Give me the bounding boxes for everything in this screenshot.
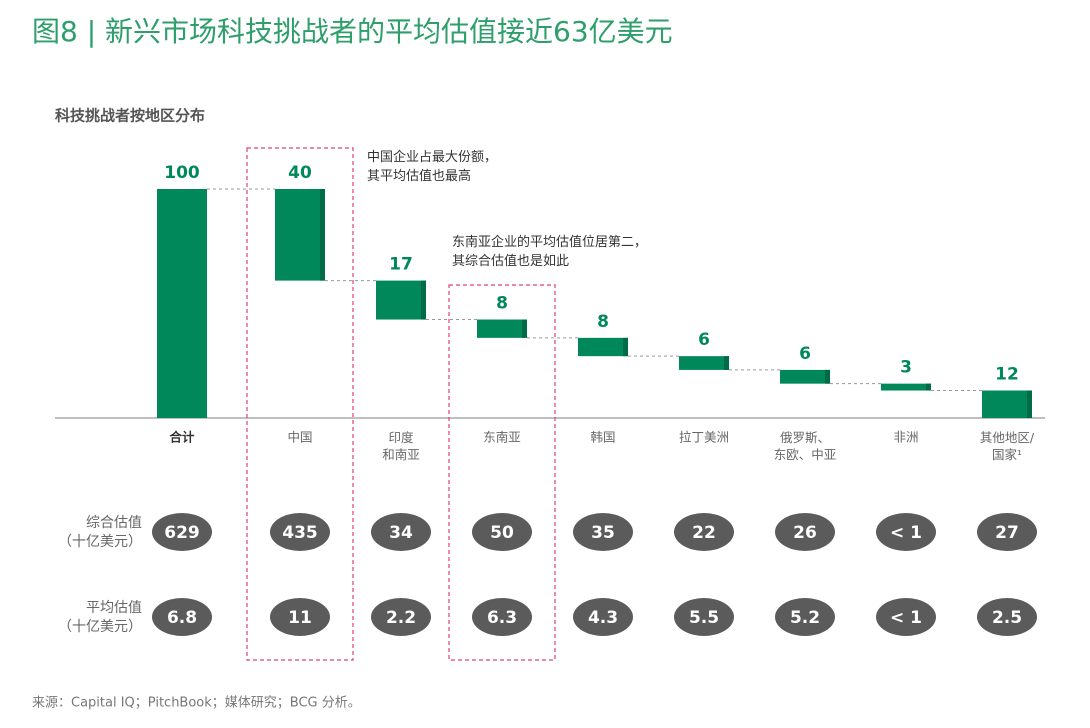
value-pill — [270, 513, 330, 551]
value-label: 40 — [288, 163, 312, 183]
value-label: 12 — [995, 365, 1019, 385]
value-pill — [775, 598, 835, 636]
value-label: 100 — [164, 163, 200, 183]
bar-shade — [421, 280, 426, 320]
x-tick-label: 东南亚 — [483, 430, 521, 445]
bar — [275, 189, 325, 281]
bar — [477, 319, 527, 338]
value-pill — [472, 598, 532, 636]
value-pill — [674, 513, 734, 551]
value-pill — [270, 598, 330, 636]
table-value: 34 — [389, 523, 413, 543]
bar-shade — [825, 369, 830, 384]
value-pill — [152, 598, 212, 636]
x-tick-label: 非洲 — [893, 430, 918, 445]
value-label: 17 — [389, 255, 413, 275]
table-value: 35 — [591, 523, 615, 543]
value-pill — [977, 598, 1037, 636]
value-pill — [977, 513, 1037, 551]
bar — [881, 383, 931, 391]
bar — [982, 390, 1032, 418]
bar-shade — [926, 383, 931, 391]
table-value: 435 — [282, 523, 318, 543]
chart-title: 图8 | 新兴市场科技挑战者的平均估值接近63亿美元 — [32, 15, 673, 48]
annotation: 东南亚企业的平均估值位居第二，其综合估值也是如此 — [452, 234, 647, 269]
x-tick-label: 韩国 — [590, 430, 615, 445]
table-value: 4.3 — [588, 608, 618, 628]
annotation: 中国企业占最大份额，其平均估值也最高 — [367, 149, 497, 184]
value-pill — [472, 513, 532, 551]
table-value: 2.2 — [386, 608, 416, 628]
value-label: 8 — [496, 294, 508, 314]
source: 来源：Capital IQ；PitchBook；媒体研究；BCG 分析。 — [32, 696, 361, 711]
bar-shade — [623, 337, 628, 357]
row-label: 平均估值（十亿美元） — [58, 600, 142, 635]
table-value: 22 — [692, 523, 716, 543]
chart-subtitle: 科技挑战者按地区分布 — [55, 107, 205, 125]
bar-shade — [1027, 390, 1032, 418]
bar — [157, 189, 207, 418]
table-value: 6.8 — [167, 608, 197, 628]
bar-shade — [724, 356, 729, 370]
row-label: 综合估值（十亿美元） — [58, 515, 142, 550]
table-value: 26 — [793, 523, 817, 543]
value-pill — [371, 598, 431, 636]
value-pill — [573, 598, 633, 636]
table-value: 629 — [164, 523, 200, 543]
table-value: 5.2 — [790, 608, 820, 628]
table-value: 6.3 — [487, 608, 517, 628]
x-tick-label: 俄罗斯、东欧、中亚 — [774, 430, 837, 462]
bar-shade — [320, 189, 325, 281]
value-label: 3 — [900, 358, 912, 378]
x-tick-label: 中国 — [287, 430, 312, 445]
bar — [679, 356, 729, 370]
x-tick-label: 合计 — [169, 430, 195, 445]
x-tick-label: 印度和南亚 — [382, 430, 420, 462]
value-label: 6 — [698, 330, 710, 350]
value-pill — [152, 513, 212, 551]
bar — [780, 369, 830, 384]
highlight-box — [246, 147, 354, 661]
x-tick-label: 拉丁美洲 — [679, 430, 729, 445]
table-value: 5.5 — [689, 608, 719, 628]
table-value: < 1 — [890, 608, 922, 628]
value-pill — [674, 598, 734, 636]
value-pill — [371, 513, 431, 551]
value-pill — [876, 598, 936, 636]
bar-shade — [522, 319, 527, 338]
value-pill — [775, 513, 835, 551]
table-value: < 1 — [890, 523, 922, 543]
highlight-box — [448, 284, 556, 661]
value-pill — [876, 513, 936, 551]
value-label: 8 — [597, 312, 609, 332]
bar — [376, 280, 426, 320]
table-value: 11 — [288, 608, 312, 628]
bar — [578, 337, 628, 357]
x-tick-label: 其他地区/国家¹ — [980, 430, 1035, 462]
value-label: 6 — [799, 344, 811, 364]
table-value: 50 — [490, 523, 514, 543]
table-value: 27 — [995, 523, 1019, 543]
value-pill — [573, 513, 633, 551]
table-value: 2.5 — [992, 608, 1022, 628]
